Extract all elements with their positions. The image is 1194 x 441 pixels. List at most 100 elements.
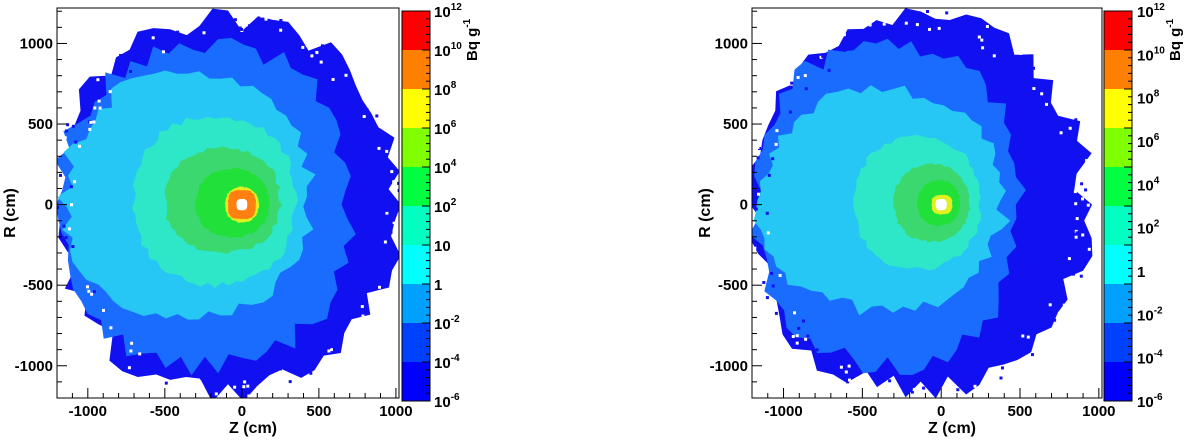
heatmap-speckle bbox=[233, 18, 237, 22]
heatmap-speckle bbox=[1045, 102, 1048, 106]
heatmap-speckle bbox=[977, 35, 981, 39]
heatmap-speckle bbox=[67, 227, 71, 231]
colorbar-label: 10-4 bbox=[434, 353, 460, 372]
colorbar-band bbox=[402, 167, 430, 207]
heatmap-speckle bbox=[378, 285, 381, 289]
colorbar-label: 1012 bbox=[434, 2, 462, 21]
chart-panel-2: -1000 -500 0 500 1000 1000 500 0 -500 -1000 Z (cm)… bbox=[697, 2, 1184, 437]
heatmap-speckle bbox=[900, 380, 904, 384]
y-tick-label: 0 bbox=[740, 197, 748, 214]
heatmap-speckle bbox=[928, 27, 931, 31]
heatmap-speckle bbox=[73, 180, 77, 184]
heatmap-speckle bbox=[802, 319, 805, 323]
heatmap-speckle bbox=[119, 54, 123, 57]
heatmap-speckle bbox=[238, 26, 242, 30]
heatmap-speckle bbox=[853, 382, 857, 386]
x-tick-label: -1000 bbox=[764, 403, 802, 420]
heatmap-speckle bbox=[793, 311, 796, 315]
heatmap-speckle bbox=[379, 163, 383, 167]
heatmap-speckle bbox=[397, 189, 399, 192]
heatmap-speckle bbox=[144, 46, 148, 50]
y-tick-label: 1000 bbox=[715, 35, 748, 52]
heatmap-speckle bbox=[1062, 303, 1066, 307]
heatmap-speckle bbox=[397, 181, 399, 185]
heatmap-speckle bbox=[389, 230, 393, 234]
heatmap-speckle bbox=[310, 54, 314, 58]
x-tick-label: 1000 bbox=[379, 403, 412, 420]
heatmap-speckle bbox=[86, 285, 89, 289]
heatmap-regions bbox=[57, 8, 399, 398]
heatmap-speckle bbox=[390, 170, 394, 174]
heatmap-speckle bbox=[791, 335, 795, 338]
heatmap-speckle bbox=[897, 26, 901, 30]
heatmap-speckle bbox=[1021, 334, 1025, 338]
heatmap-speckle bbox=[1059, 131, 1063, 135]
heatmap-speckle bbox=[165, 30, 169, 33]
heatmap-speckle bbox=[309, 371, 313, 375]
heatmap-speckle bbox=[839, 365, 843, 369]
colorbar-band bbox=[1104, 206, 1132, 246]
heatmap-speckle bbox=[1048, 303, 1052, 307]
heatmap-speckle bbox=[1043, 87, 1047, 91]
plot-frame bbox=[56, 7, 400, 399]
colorbar-label: 1 bbox=[1137, 264, 1145, 281]
heatmap-speckle bbox=[213, 28, 217, 32]
y-tick-label: -500 bbox=[23, 277, 53, 294]
colorbar-band bbox=[402, 323, 430, 363]
heatmap-speckle bbox=[1013, 39, 1017, 43]
heatmap-speckle bbox=[305, 43, 309, 47]
heatmap-speckle bbox=[767, 173, 771, 177]
heatmap-speckle bbox=[1026, 335, 1030, 339]
heatmap-speckle bbox=[123, 46, 127, 50]
plot-frame bbox=[751, 7, 1103, 399]
heatmap-speckle bbox=[912, 394, 916, 398]
heatmap-speckle bbox=[912, 387, 916, 391]
colorbar-label: 10-2 bbox=[434, 314, 460, 333]
heatmap-speckle bbox=[804, 87, 808, 91]
heatmap-speckle bbox=[842, 33, 846, 37]
colorbar-label: 10 bbox=[434, 238, 451, 255]
heatmap-speckle bbox=[129, 70, 133, 73]
heatmap-speckle bbox=[333, 53, 337, 57]
heatmap-speckle bbox=[74, 140, 78, 144]
heatmap-speckle bbox=[950, 32, 954, 36]
heatmap-speckle bbox=[815, 348, 819, 352]
heatmap-speckle bbox=[1067, 257, 1071, 261]
colorbar-band bbox=[1104, 323, 1132, 363]
heatmap-speckle bbox=[774, 142, 778, 146]
heatmap-speckle bbox=[894, 31, 898, 35]
heatmap-speckle bbox=[233, 385, 237, 389]
heatmap-speckle bbox=[388, 124, 392, 128]
heatmap-speckle bbox=[202, 31, 206, 35]
heatmap-speckle bbox=[765, 296, 769, 300]
y-axis-title: R (cm) bbox=[2, 188, 19, 238]
heatmap-speckle bbox=[243, 380, 247, 384]
heatmap-speckle bbox=[383, 240, 387, 244]
heatmap-speckle bbox=[923, 377, 927, 381]
heatmap-speckle bbox=[771, 157, 775, 161]
heatmap-speckle bbox=[78, 144, 81, 148]
heatmap-speckle bbox=[358, 80, 362, 84]
heatmap-speckle bbox=[66, 123, 70, 127]
y-tick-label: 500 bbox=[28, 116, 53, 133]
heatmap-speckle bbox=[185, 39, 188, 43]
heatmap-speckle bbox=[177, 382, 181, 386]
heatmap-speckle bbox=[108, 90, 112, 94]
heatmap-speckle bbox=[71, 245, 75, 248]
heatmap-speckle bbox=[279, 19, 283, 22]
colorbar-band bbox=[1104, 50, 1132, 90]
heatmap-speckle bbox=[97, 99, 101, 103]
colorbar-band bbox=[1104, 128, 1132, 168]
heatmap-speckle bbox=[1087, 247, 1091, 251]
heatmap-speckle bbox=[765, 211, 769, 215]
heatmap-speckle bbox=[1031, 353, 1034, 357]
heatmap-speckle bbox=[310, 56, 314, 60]
colorbar-label: 10-6 bbox=[1137, 392, 1163, 411]
chart-panel-1: -1000 -500 0 500 1000 1000 500 0 -500 -1000 Z (cm)… bbox=[2, 2, 481, 437]
heatmap-speckle bbox=[361, 314, 365, 318]
heatmap-speckle bbox=[819, 55, 823, 59]
heatmap-speckle bbox=[369, 97, 373, 100]
heatmap-speckle bbox=[162, 50, 165, 54]
y-tick-label: -1000 bbox=[710, 358, 748, 375]
